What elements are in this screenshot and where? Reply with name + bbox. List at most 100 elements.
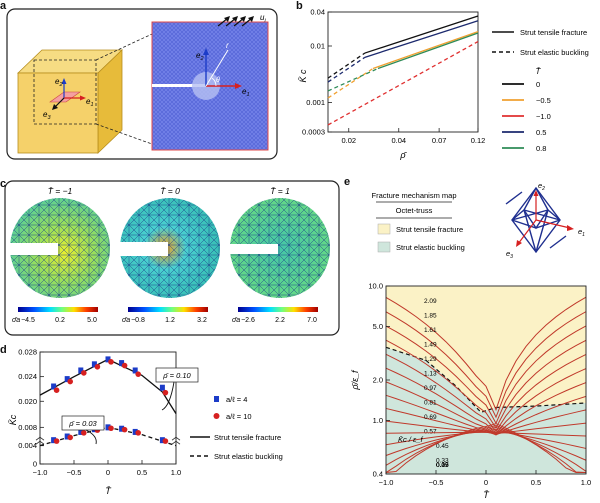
scatter-square bbox=[119, 360, 125, 367]
fem-title-1: T̄ = −1 bbox=[48, 186, 73, 196]
legend-entry: −0.5 bbox=[536, 96, 551, 105]
contour-label: 0.69 bbox=[424, 414, 437, 421]
inset-label: K̄c / ε_f bbox=[398, 435, 423, 444]
legend-entry: 0 bbox=[536, 80, 540, 89]
contour-label: 0.09 bbox=[436, 462, 449, 469]
contour-line bbox=[385, 425, 587, 474]
series-buckling-line bbox=[327, 52, 366, 79]
legend-al4: a/ℓ = 4 bbox=[226, 395, 247, 404]
panel-c-letter: c bbox=[0, 178, 7, 190]
scatter-square bbox=[51, 383, 57, 390]
scatter-circle bbox=[67, 434, 73, 441]
y-tick-label: 0.008 bbox=[18, 423, 37, 432]
y-tick-label: 0.020 bbox=[18, 397, 37, 406]
lattice-e1-label: e1 bbox=[242, 87, 250, 98]
contour-line bbox=[385, 353, 587, 433]
scatter-square bbox=[78, 428, 84, 435]
panel-e-letter: e bbox=[344, 176, 351, 188]
contour-label: 0.25 bbox=[436, 462, 449, 469]
colorbar-2-tick-2: 3.2 bbox=[197, 317, 207, 324]
fracture-curve bbox=[39, 358, 177, 414]
scatter-circle bbox=[162, 438, 169, 444]
scatter-square bbox=[105, 356, 111, 363]
cube-e2-label: e2 bbox=[55, 77, 63, 88]
cube-e3-label: e3 bbox=[43, 110, 51, 121]
series-buckling-line bbox=[327, 67, 374, 99]
contour-label: 0.57 bbox=[424, 428, 437, 435]
map-title: Fracture mechanism map bbox=[371, 191, 456, 200]
contour-line bbox=[385, 430, 587, 449]
panel-a-letter: a bbox=[0, 0, 7, 12]
scatter-circle bbox=[53, 438, 60, 444]
x-tick-label: −0.5 bbox=[67, 468, 82, 477]
panel-d-chart: −1.0 −0.5 0 0.5 1.0 0 0.004 0.008 0.020 0.024 0.02… bbox=[8, 348, 283, 497]
contour-label: 0.45 bbox=[436, 443, 449, 450]
scatter-circle bbox=[135, 371, 141, 377]
series-buckling-line bbox=[327, 67, 379, 92]
x-tick-label: −0.5 bbox=[429, 478, 444, 487]
scatter-circle bbox=[135, 430, 141, 436]
x-tick-label: 1.0 bbox=[581, 478, 591, 487]
contour-line bbox=[385, 311, 587, 419]
contour-label: 1.13 bbox=[424, 370, 437, 377]
series-fracture-line bbox=[364, 15, 479, 54]
colorbar-3-tick-1: 2.2 bbox=[275, 317, 285, 324]
x-tick-label: 0.5 bbox=[531, 478, 541, 487]
panel-b-letter: b bbox=[296, 0, 303, 12]
scatter-square bbox=[51, 437, 57, 444]
map-subtitle: Octet-truss bbox=[396, 206, 433, 215]
scatter-square bbox=[132, 428, 138, 435]
x-tick-label: −1.0 bbox=[379, 478, 394, 487]
contour-label: 0.81 bbox=[424, 399, 437, 406]
fem-title-3: T̄ = 1 bbox=[270, 186, 290, 196]
panel-a-figure: e2 e1 e3 e2 e1 r θ ui bbox=[6, 8, 278, 160]
y-tick-label: 1.0 bbox=[373, 416, 383, 425]
contour-label: 2.09 bbox=[424, 298, 437, 305]
contour-line bbox=[385, 381, 587, 436]
series-buckling-line bbox=[327, 40, 479, 126]
legend-title: T̄ bbox=[536, 67, 542, 76]
y-tick-label: 5.0 bbox=[373, 322, 383, 331]
y-tick-label: 0.024 bbox=[18, 372, 37, 381]
displacement-label: ui bbox=[260, 13, 266, 24]
legend-buckling: Strut elastic buckling bbox=[214, 452, 283, 461]
legend-entry: 0.5 bbox=[536, 128, 546, 137]
x-tick-label: 1.0 bbox=[171, 468, 181, 477]
y-tick-label: 0.0003 bbox=[302, 128, 325, 137]
truss-e2-label: e2 bbox=[538, 181, 545, 192]
scatter-square bbox=[78, 367, 84, 374]
scatter-square bbox=[119, 425, 125, 432]
axis-break bbox=[35, 436, 45, 445]
scatter-circle bbox=[81, 430, 87, 436]
scatter-square bbox=[91, 361, 97, 368]
y-axis-label: ρ̄/ε_f bbox=[350, 369, 360, 391]
colorbar-2-tick-1: 1.2 bbox=[165, 317, 175, 324]
mechanism-boundary bbox=[385, 346, 587, 414]
scatter-circle bbox=[121, 426, 128, 433]
legend-fracture: Strut tensile fracture bbox=[214, 433, 281, 442]
x-tick-label: 0.07 bbox=[432, 136, 447, 145]
contour-line bbox=[385, 428, 587, 461]
contour-line bbox=[385, 431, 587, 437]
theta-label: θ bbox=[216, 77, 220, 84]
contour-label: 0.33 bbox=[436, 458, 449, 465]
contour-line bbox=[385, 325, 587, 425]
scatter-circle bbox=[121, 362, 128, 369]
contour-label: 0.05 bbox=[436, 462, 449, 469]
colorbar-3-tick-2: 7.0 bbox=[307, 317, 317, 324]
legend-buckling: Strut elastic buckling bbox=[396, 243, 465, 252]
panel-c-figure: T̄ = −1 σ̄a −4.5 0.2 5.0 T̄ = 0 σ̄a −0.8… bbox=[4, 180, 340, 336]
fracture-region bbox=[386, 286, 586, 413]
scatter-circle bbox=[53, 387, 60, 393]
series-fracture-line bbox=[377, 32, 479, 70]
x-axis-label: T̄ bbox=[105, 486, 112, 496]
x-tick-label: 0.02 bbox=[341, 136, 356, 145]
colorbar-3-tick-0: −2.6 bbox=[241, 317, 255, 324]
colorbar-1-tick-2: 5.0 bbox=[87, 317, 97, 324]
colorbar-symbol-3: σ̄a bbox=[232, 317, 240, 324]
x-tick-label: 0.12 bbox=[471, 136, 486, 145]
scatter-circle bbox=[108, 359, 114, 365]
axis-break bbox=[171, 436, 181, 445]
x-axis-label: ρ̄ bbox=[399, 150, 407, 160]
y-tick-label: 0.4 bbox=[373, 470, 383, 479]
